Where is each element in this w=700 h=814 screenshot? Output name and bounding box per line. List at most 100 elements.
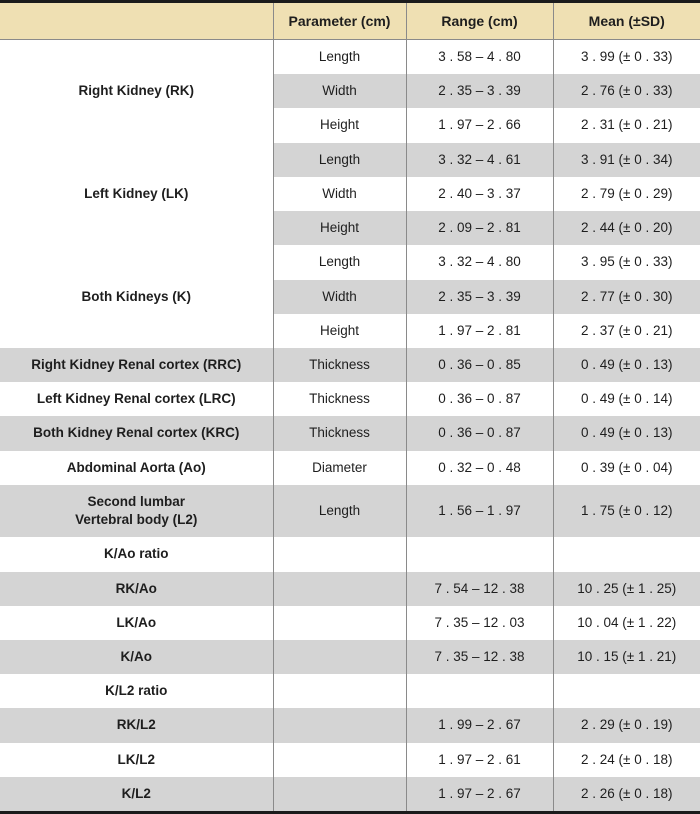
table-row: Left Kidney Renal cortex (LRC) Thickness…: [0, 382, 700, 416]
group-rk-ao: RK/Ao: [0, 572, 273, 606]
table-row: K/Ao ratio: [0, 537, 700, 571]
cell-param: [273, 743, 406, 777]
cell-param: Width: [273, 74, 406, 108]
group-bk: Both Kidneys (K): [0, 245, 273, 348]
cell-mean: 2 . 37 (± 0 . 21): [553, 314, 700, 348]
cell-empty: [273, 537, 406, 571]
cell-empty: [406, 537, 553, 571]
cell-param: Diameter: [273, 451, 406, 485]
cell-param: [273, 606, 406, 640]
cell-mean: 10 . 04 (± 1 . 22): [553, 606, 700, 640]
group-lk-ao: LK/Ao: [0, 606, 273, 640]
cell-param: Thickness: [273, 348, 406, 382]
cell-empty: [406, 674, 553, 708]
cell-param: [273, 708, 406, 742]
cell-mean: 3 . 95 (± 0 . 33): [553, 245, 700, 279]
cell-mean: 2 . 29 (± 0 . 19): [553, 708, 700, 742]
group-lk-l2: LK/L2: [0, 743, 273, 777]
cell-empty: [553, 674, 700, 708]
group-k-l2: K/L2: [0, 777, 273, 811]
header-range: Range (cm): [406, 3, 553, 40]
cell-mean: 2 . 77 (± 0 . 30): [553, 280, 700, 314]
table-row: LK/L2 1 . 97 – 2 . 61 2 . 24 (± 0 . 18): [0, 743, 700, 777]
cell-mean: 2 . 26 (± 0 . 18): [553, 777, 700, 811]
cell-param: Length: [273, 485, 406, 537]
group-lk: Left Kidney (LK): [0, 143, 273, 246]
cell-mean: 1 . 75 (± 0 . 12): [553, 485, 700, 537]
cell-mean: 2 . 76 (± 0 . 33): [553, 74, 700, 108]
group-lrc: Left Kidney Renal cortex (LRC): [0, 382, 273, 416]
cell-mean: 0 . 39 (± 0 . 04): [553, 451, 700, 485]
cell-param: Length: [273, 143, 406, 177]
table-row: LK/Ao 7 . 35 – 12 . 03 10 . 04 (± 1 . 22…: [0, 606, 700, 640]
table-row: Right Kidney (RK) Length 3 . 58 – 4 . 80…: [0, 40, 700, 75]
cell-param: Thickness: [273, 416, 406, 450]
cell-empty: [553, 537, 700, 571]
group-l2: Second lumbar Vertebral body (L2): [0, 485, 273, 537]
cell-range: 7 . 54 – 12 . 38: [406, 572, 553, 606]
table-row: Both Kidney Renal cortex (KRC) Thickness…: [0, 416, 700, 450]
cell-mean: 10 . 25 (± 1 . 25): [553, 572, 700, 606]
cell-empty: [273, 674, 406, 708]
cell-mean: 2 . 24 (± 0 . 18): [553, 743, 700, 777]
group-rk-l2: RK/L2: [0, 708, 273, 742]
cell-param: Height: [273, 211, 406, 245]
cell-range: 1 . 97 – 2 . 61: [406, 743, 553, 777]
group-ao: Abdominal Aorta (Ao): [0, 451, 273, 485]
header-blank: [0, 3, 273, 40]
cell-param: Thickness: [273, 382, 406, 416]
group-kao-ratio: K/Ao ratio: [0, 537, 273, 571]
cell-range: 0 . 36 – 0 . 87: [406, 416, 553, 450]
cell-range: 0 . 36 – 0 . 87: [406, 382, 553, 416]
l2-line2: Vertebral body (L2): [75, 512, 197, 527]
header-row: Parameter (cm) Range (cm) Mean (±SD): [0, 3, 700, 40]
cell-param: Height: [273, 314, 406, 348]
header-mean: Mean (±SD): [553, 3, 700, 40]
cell-param: Length: [273, 40, 406, 75]
cell-range: 1 . 99 – 2 . 67: [406, 708, 553, 742]
cell-range: 1 . 97 – 2 . 66: [406, 108, 553, 142]
cell-param: Height: [273, 108, 406, 142]
cell-range: 2 . 35 – 3 . 39: [406, 280, 553, 314]
group-k-ao: K/Ao: [0, 640, 273, 674]
cell-mean: 10 . 15 (± 1 . 21): [553, 640, 700, 674]
cell-range: 3 . 32 – 4 . 61: [406, 143, 553, 177]
cell-param: Length: [273, 245, 406, 279]
group-rk: Right Kidney (RK): [0, 40, 273, 143]
cell-param: [273, 777, 406, 811]
group-rrc: Right Kidney Renal cortex (RRC): [0, 348, 273, 382]
cell-mean: 2 . 31 (± 0 . 21): [553, 108, 700, 142]
table-row: Second lumbar Vertebral body (L2) Length…: [0, 485, 700, 537]
cell-range: 7 . 35 – 12 . 03: [406, 606, 553, 640]
cell-mean: 2 . 44 (± 0 . 20): [553, 211, 700, 245]
cell-mean: 3 . 91 (± 0 . 34): [553, 143, 700, 177]
cell-mean: 2 . 79 (± 0 . 29): [553, 177, 700, 211]
group-krc: Both Kidney Renal cortex (KRC): [0, 416, 273, 450]
cell-range: 0 . 32 – 0 . 48: [406, 451, 553, 485]
cell-param: Width: [273, 280, 406, 314]
cell-mean: 0 . 49 (± 0 . 14): [553, 382, 700, 416]
table-row: K/L2 1 . 97 – 2 . 67 2 . 26 (± 0 . 18): [0, 777, 700, 811]
cell-range: 2 . 09 – 2 . 81: [406, 211, 553, 245]
cell-range: 1 . 97 – 2 . 81: [406, 314, 553, 348]
table-row: RK/Ao 7 . 54 – 12 . 38 10 . 25 (± 1 . 25…: [0, 572, 700, 606]
cell-param: [273, 640, 406, 674]
table-row: Abdominal Aorta (Ao) Diameter 0 . 32 – 0…: [0, 451, 700, 485]
table-row: K/L2 ratio: [0, 674, 700, 708]
cell-param: Width: [273, 177, 406, 211]
cell-range: 3 . 32 – 4 . 80: [406, 245, 553, 279]
table-row: Left Kidney (LK) Length 3 . 32 – 4 . 61 …: [0, 143, 700, 177]
header-parameter: Parameter (cm): [273, 3, 406, 40]
cell-range: 7 . 35 – 12 . 38: [406, 640, 553, 674]
cell-range: 1 . 56 – 1 . 97: [406, 485, 553, 537]
table-container: Parameter (cm) Range (cm) Mean (±SD) Rig…: [0, 0, 700, 814]
cell-range: 0 . 36 – 0 . 85: [406, 348, 553, 382]
cell-mean: 0 . 49 (± 0 . 13): [553, 348, 700, 382]
cell-range: 3 . 58 – 4 . 80: [406, 40, 553, 75]
group-kl2-ratio: K/L2 ratio: [0, 674, 273, 708]
table-row: K/Ao 7 . 35 – 12 . 38 10 . 15 (± 1 . 21): [0, 640, 700, 674]
l2-line1: Second lumbar: [87, 494, 185, 509]
cell-mean: 3 . 99 (± 0 . 33): [553, 40, 700, 75]
cell-param: [273, 572, 406, 606]
cell-range: 1 . 97 – 2 . 67: [406, 777, 553, 811]
